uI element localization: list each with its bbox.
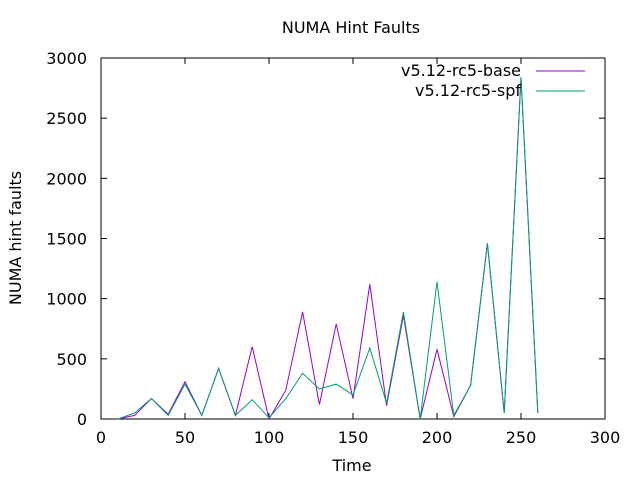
series-line-spf: [117, 77, 539, 420]
y-tick-label: 500: [56, 350, 87, 369]
legend: v5.12-rc5-base v5.12-rc5-spf: [401, 61, 585, 100]
y-axis-label: NUMA hint faults: [6, 171, 25, 305]
y-tick-label: 3000: [46, 49, 87, 68]
x-tick-label: 100: [254, 428, 285, 447]
x-tick-label: 300: [590, 428, 621, 447]
x-tick-label: 0: [96, 428, 106, 447]
legend-label-base: v5.12-rc5-base: [401, 61, 521, 80]
series-lines: [117, 77, 539, 421]
x-axis-label: Time: [331, 456, 371, 475]
y-tick-label: 2500: [46, 109, 87, 128]
x-axis: 0 50 100 150 200 250 300: [96, 58, 620, 447]
y-tick-label: 1500: [46, 230, 87, 249]
x-tick-label: 250: [506, 428, 537, 447]
series-line-base: [117, 77, 539, 421]
x-tick-label: 200: [422, 428, 453, 447]
y-tick-label: 1000: [46, 290, 87, 309]
y-tick-label: 2000: [46, 169, 87, 188]
x-tick-label: 150: [338, 428, 369, 447]
y-tick-label: 0: [77, 410, 87, 429]
x-tick-label: 50: [175, 428, 195, 447]
legend-label-spf: v5.12-rc5-spf: [415, 81, 521, 100]
y-axis: 0 500 1000 1500 2000 2500 3000: [46, 49, 605, 429]
chart-title: NUMA Hint Faults: [282, 18, 420, 37]
